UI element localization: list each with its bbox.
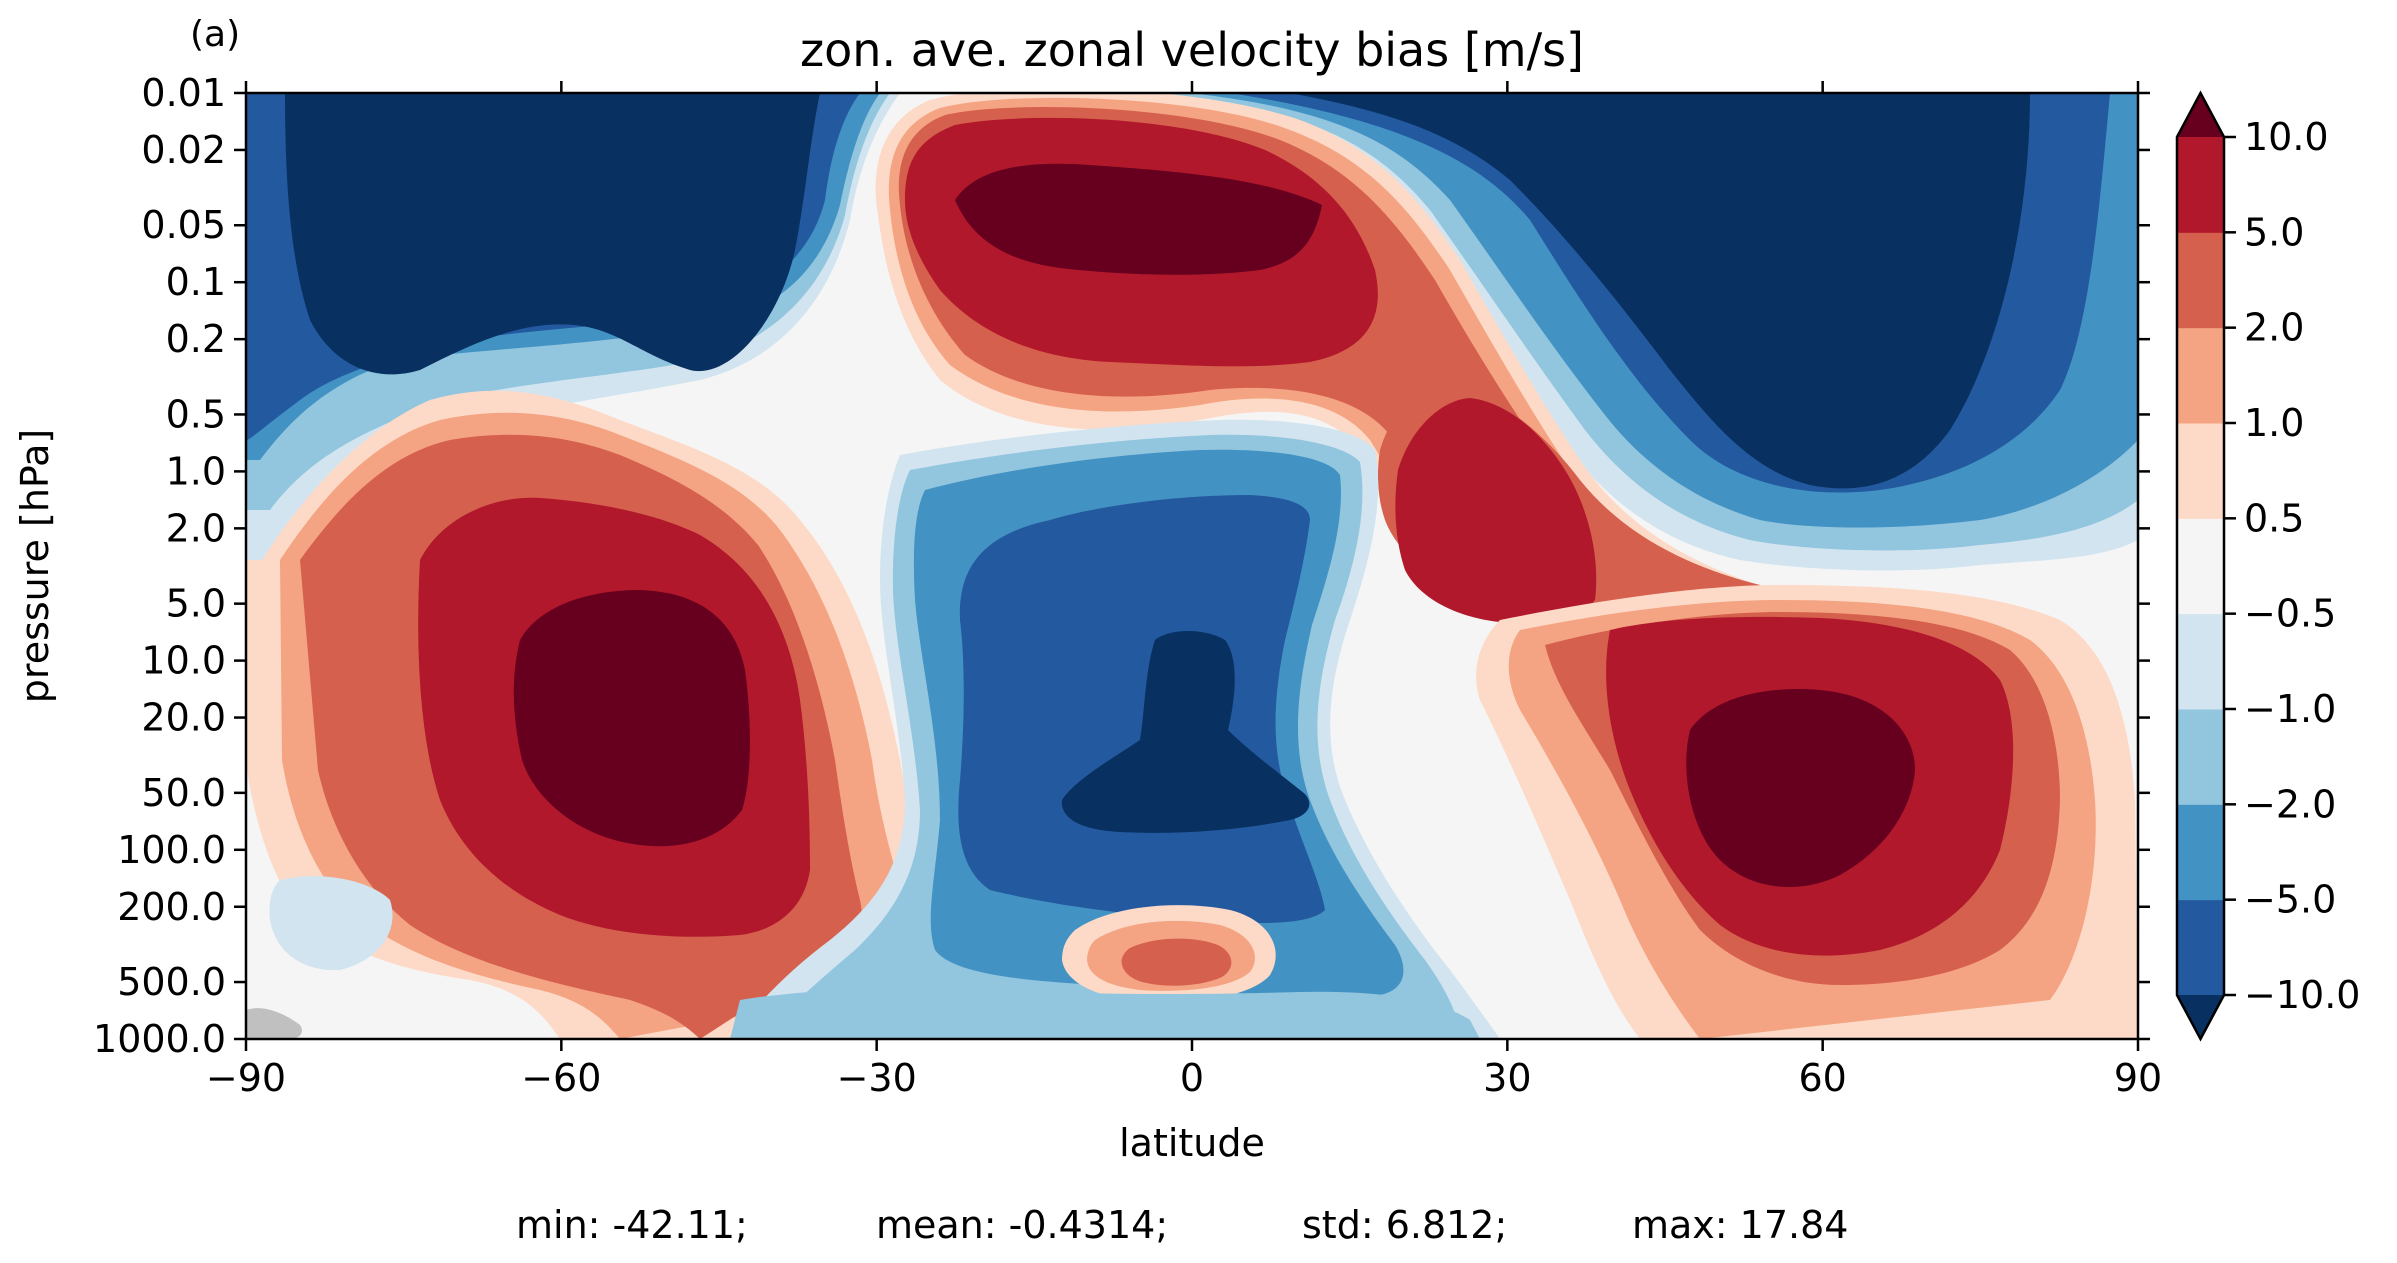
y-axis-label: pressure [hPa] bbox=[13, 429, 57, 703]
x-tick-label: −30 bbox=[837, 1056, 917, 1100]
stat-std: std: 6.812; bbox=[1302, 1203, 1507, 1247]
colorbar-segment bbox=[2177, 899, 2224, 996]
y-tick-label: 100.0 bbox=[117, 828, 226, 872]
colorbar-tick-label: 5.0 bbox=[2244, 210, 2304, 254]
colorbar: −10.0 −5.0 −2.0 −1.0 −0.5 0.5 1.0 2.0 5.0 10.0 bbox=[2175, 90, 2360, 1042]
x-tick-label: −60 bbox=[521, 1056, 601, 1100]
y-tick-label: 5.0 bbox=[166, 582, 226, 626]
colorbar-tick-label: −1.0 bbox=[2244, 687, 2336, 731]
contour-pos-nh-5 bbox=[1686, 689, 1915, 887]
colorbar-segment bbox=[2177, 327, 2224, 424]
colorbar-tick-label: 10.0 bbox=[2244, 115, 2329, 159]
x-tick-label: 60 bbox=[1798, 1056, 1846, 1100]
colorbar-segment bbox=[2177, 613, 2224, 710]
y-tick-label: 2.0 bbox=[166, 506, 226, 550]
contour-missing-data bbox=[246, 1008, 302, 1039]
y-tick-label: 50.0 bbox=[141, 771, 226, 815]
contour-sh-surface-blue bbox=[269, 876, 393, 971]
colorbar-extend-high bbox=[2177, 93, 2224, 137]
contour-pos-eq-5 bbox=[955, 163, 1322, 275]
y-tick-label: 10.0 bbox=[141, 639, 226, 683]
chart-title: zon. ave. zonal velocity bias [m/s] bbox=[800, 23, 1584, 77]
colorbar-segment bbox=[2177, 137, 2224, 233]
y-tick-label: 0.05 bbox=[141, 203, 226, 247]
y-tick-label: 20.0 bbox=[141, 696, 226, 740]
colorbar-segment bbox=[2177, 423, 2224, 519]
colorbar-tick-label: 2.0 bbox=[2244, 306, 2304, 350]
y-tick-label: 0.2 bbox=[166, 317, 226, 361]
stats-line: min: -42.11; mean: -0.4314; std: 6.812; … bbox=[516, 1203, 1848, 1247]
colorbar-tick-label: −0.5 bbox=[2244, 592, 2336, 636]
colorbar-segment bbox=[2177, 709, 2224, 805]
x-axis-label: latitude bbox=[1119, 1121, 1265, 1165]
colorbar-extend-low bbox=[2177, 995, 2224, 1039]
x-tick-label: 90 bbox=[2114, 1056, 2162, 1100]
colorbar-tick-label: −2.0 bbox=[2244, 782, 2336, 826]
contour-neg-sh-5 bbox=[285, 93, 820, 375]
y-tick-label: 500.0 bbox=[117, 960, 226, 1004]
colorbar-tick-label: −10.0 bbox=[2244, 973, 2360, 1017]
contour-pos-nh-sub-2 bbox=[1395, 398, 1597, 623]
x-axis: −90 −60 −30 0 30 60 90 bbox=[206, 81, 2162, 1100]
contour-field bbox=[246, 93, 2138, 1039]
y-tick-label: 1000.0 bbox=[93, 1017, 226, 1061]
x-tick-label: 0 bbox=[1180, 1056, 1204, 1100]
colorbar-tick-label: −5.0 bbox=[2244, 878, 2336, 922]
stat-min: min: -42.11; bbox=[516, 1203, 748, 1247]
y-axis: 0.01 0.02 0.05 0.1 0.2 0.5 1.0 2.0 5.0 10.0 20.0 50… bbox=[93, 71, 2150, 1061]
colorbar-segment bbox=[2177, 804, 2224, 901]
contour-neg-trop-5 bbox=[1061, 631, 1310, 833]
colorbar-segment bbox=[2177, 518, 2224, 615]
y-tick-label: 0.02 bbox=[141, 128, 226, 172]
contour-neg-trop-4 bbox=[958, 495, 1325, 923]
plot-area: −90 −60 −30 0 30 60 90 0.01 0.02 0.05 0.1 0.2 0.5 1.… bbox=[93, 71, 2162, 1100]
contour-neg-nh-5 bbox=[1290, 93, 2030, 489]
colorbar-tick-label: 0.5 bbox=[2244, 496, 2304, 540]
contour-pos-trop-low-3 bbox=[1121, 938, 1232, 986]
panel-label: (a) bbox=[190, 14, 240, 55]
y-tick-label: 1.0 bbox=[166, 449, 226, 493]
contour-pos-sh-5 bbox=[513, 590, 750, 847]
stat-max: max: 17.84 bbox=[1632, 1203, 1848, 1247]
y-tick-label: 200.0 bbox=[117, 885, 226, 929]
stat-mean: mean: -0.4314; bbox=[876, 1203, 1168, 1247]
colorbar-segment bbox=[2177, 232, 2224, 329]
contour-tropics-surface-blue bbox=[730, 988, 1480, 1039]
colorbar-tick-label: 1.0 bbox=[2244, 401, 2304, 445]
y-tick-label: 0.1 bbox=[166, 260, 226, 304]
y-tick-label: 0.01 bbox=[141, 71, 226, 115]
x-tick-label: −90 bbox=[206, 1056, 286, 1100]
y-tick-label: 0.5 bbox=[166, 392, 226, 436]
x-tick-label: 30 bbox=[1483, 1056, 1531, 1100]
